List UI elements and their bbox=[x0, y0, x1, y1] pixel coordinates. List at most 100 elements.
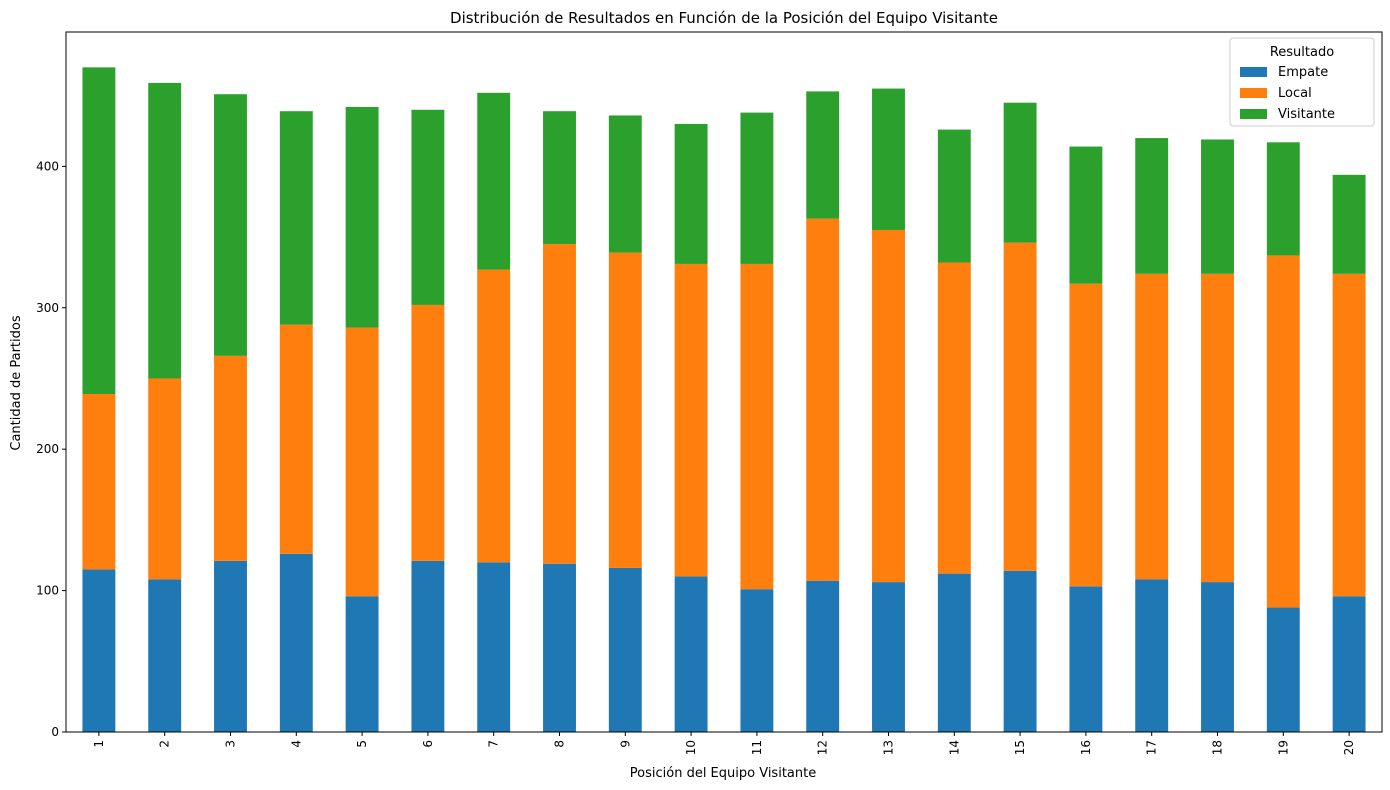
bar-visitante-5 bbox=[345, 106, 379, 328]
bar-empate-8 bbox=[543, 563, 576, 732]
bar-empate-4 bbox=[279, 553, 313, 732]
x-tick-label: 12 bbox=[816, 740, 830, 755]
y-axis-label: Cantidad de Partidos bbox=[9, 315, 24, 450]
bar-empate-11 bbox=[740, 589, 774, 732]
bar-visitante-20 bbox=[1332, 174, 1366, 274]
bar-empate-10 bbox=[674, 576, 708, 732]
bar-local-13 bbox=[872, 229, 905, 583]
x-tick-label: 15 bbox=[1013, 740, 1027, 755]
bar-local-11 bbox=[740, 263, 774, 590]
bar-empate-9 bbox=[608, 567, 642, 732]
bar-empate-1 bbox=[82, 569, 116, 732]
bar-local-17 bbox=[1135, 273, 1169, 580]
legend-title: Resultado bbox=[1270, 45, 1334, 60]
x-tick-label: 20 bbox=[1342, 740, 1356, 755]
y-tick-label: 300 bbox=[36, 301, 59, 315]
bar-empate-12 bbox=[806, 580, 840, 732]
y-tick-label: 200 bbox=[36, 442, 59, 456]
bar-empate-6 bbox=[411, 560, 445, 732]
bar-empate-5 bbox=[345, 596, 379, 732]
bar-visitante-9 bbox=[608, 115, 642, 253]
y-tick-label: 0 bbox=[51, 725, 59, 739]
bar-visitante-7 bbox=[477, 92, 511, 270]
bar-local-1 bbox=[82, 394, 116, 570]
bar-visitante-6 bbox=[411, 109, 445, 305]
x-tick-label: 19 bbox=[1276, 740, 1290, 755]
x-tick-label: 10 bbox=[684, 740, 698, 755]
bar-visitante-3 bbox=[214, 94, 247, 356]
legend-label-local: Local bbox=[1278, 86, 1312, 101]
legend-frame bbox=[1229, 37, 1375, 127]
y-tick-label: 400 bbox=[36, 159, 59, 173]
chart-title: Distribución de Resultados en Función de… bbox=[450, 9, 998, 27]
legend-label-empate: Empate bbox=[1278, 65, 1328, 80]
bar-visitante-16 bbox=[1069, 146, 1103, 284]
bar-local-19 bbox=[1266, 255, 1300, 608]
bar-local-14 bbox=[937, 262, 971, 574]
bar-local-15 bbox=[1003, 242, 1037, 571]
x-tick-label: 3 bbox=[224, 740, 238, 748]
bar-empate-14 bbox=[937, 573, 971, 732]
bar-visitante-2 bbox=[148, 82, 182, 379]
bar-local-7 bbox=[477, 269, 511, 563]
x-tick-label: 14 bbox=[947, 740, 961, 755]
bar-local-4 bbox=[279, 324, 313, 554]
bar-local-9 bbox=[608, 252, 642, 568]
bar-empate-15 bbox=[1003, 570, 1037, 732]
x-tick-label: 7 bbox=[487, 740, 501, 748]
bar-visitante-12 bbox=[806, 91, 840, 219]
bar-visitante-1 bbox=[82, 67, 116, 395]
axes-frame bbox=[65, 31, 1383, 733]
legend-swatch-local bbox=[1240, 88, 1267, 98]
bar-visitante-10 bbox=[674, 123, 708, 264]
bar-visitante-15 bbox=[1003, 102, 1037, 243]
bar-local-2 bbox=[148, 378, 182, 580]
legend-swatch-visitante bbox=[1240, 109, 1267, 119]
bar-local-12 bbox=[806, 218, 840, 581]
bar-empate-19 bbox=[1266, 607, 1300, 732]
x-tick-label: 2 bbox=[158, 740, 172, 748]
legend-swatch-empate bbox=[1240, 67, 1267, 77]
legend: Resultado Empate Local Visitante bbox=[1229, 37, 1375, 127]
y-tick-label: 100 bbox=[36, 584, 59, 598]
bar-visitante-17 bbox=[1135, 138, 1169, 274]
bar-local-5 bbox=[345, 327, 379, 597]
bar-local-6 bbox=[411, 304, 445, 561]
bar-visitante-4 bbox=[279, 111, 313, 325]
x-tick-label: 5 bbox=[355, 740, 369, 748]
bar-local-8 bbox=[543, 244, 576, 564]
x-tick-label: 13 bbox=[882, 740, 896, 755]
bar-visitante-13 bbox=[872, 88, 905, 230]
bar-visitante-19 bbox=[1266, 142, 1300, 256]
bar-visitante-11 bbox=[740, 112, 774, 264]
x-axis-label: Posición del Equipo Visitante bbox=[630, 766, 816, 781]
bar-empate-16 bbox=[1069, 586, 1103, 732]
bar-empate-3 bbox=[214, 560, 247, 732]
x-tick-label: 9 bbox=[618, 740, 632, 748]
legend-label-visitante: Visitante bbox=[1278, 107, 1335, 122]
bar-empate-7 bbox=[477, 562, 511, 732]
bar-visitante-18 bbox=[1201, 139, 1234, 274]
bar-empate-17 bbox=[1135, 579, 1169, 732]
bar-local-16 bbox=[1069, 283, 1103, 587]
x-tick-label: 17 bbox=[1145, 740, 1159, 755]
bar-empate-2 bbox=[148, 579, 182, 732]
x-tick-label: 6 bbox=[421, 740, 435, 748]
x-tick-label: 16 bbox=[1079, 740, 1093, 755]
x-tick-label: 1 bbox=[92, 740, 106, 748]
x-tick-label: 18 bbox=[1211, 740, 1225, 755]
x-tick-label: 8 bbox=[553, 740, 567, 748]
bar-empate-18 bbox=[1201, 582, 1234, 732]
bar-empate-20 bbox=[1332, 596, 1366, 732]
bar-empate-13 bbox=[872, 582, 905, 732]
bar-local-10 bbox=[674, 263, 708, 577]
x-tick-label: 4 bbox=[289, 740, 303, 748]
bar-visitante-14 bbox=[937, 129, 971, 263]
bar-visitante-8 bbox=[543, 111, 576, 245]
bar-local-3 bbox=[214, 355, 247, 561]
bar-local-18 bbox=[1201, 273, 1234, 583]
x-tick-label: 11 bbox=[750, 740, 764, 755]
bar-local-20 bbox=[1332, 273, 1366, 597]
